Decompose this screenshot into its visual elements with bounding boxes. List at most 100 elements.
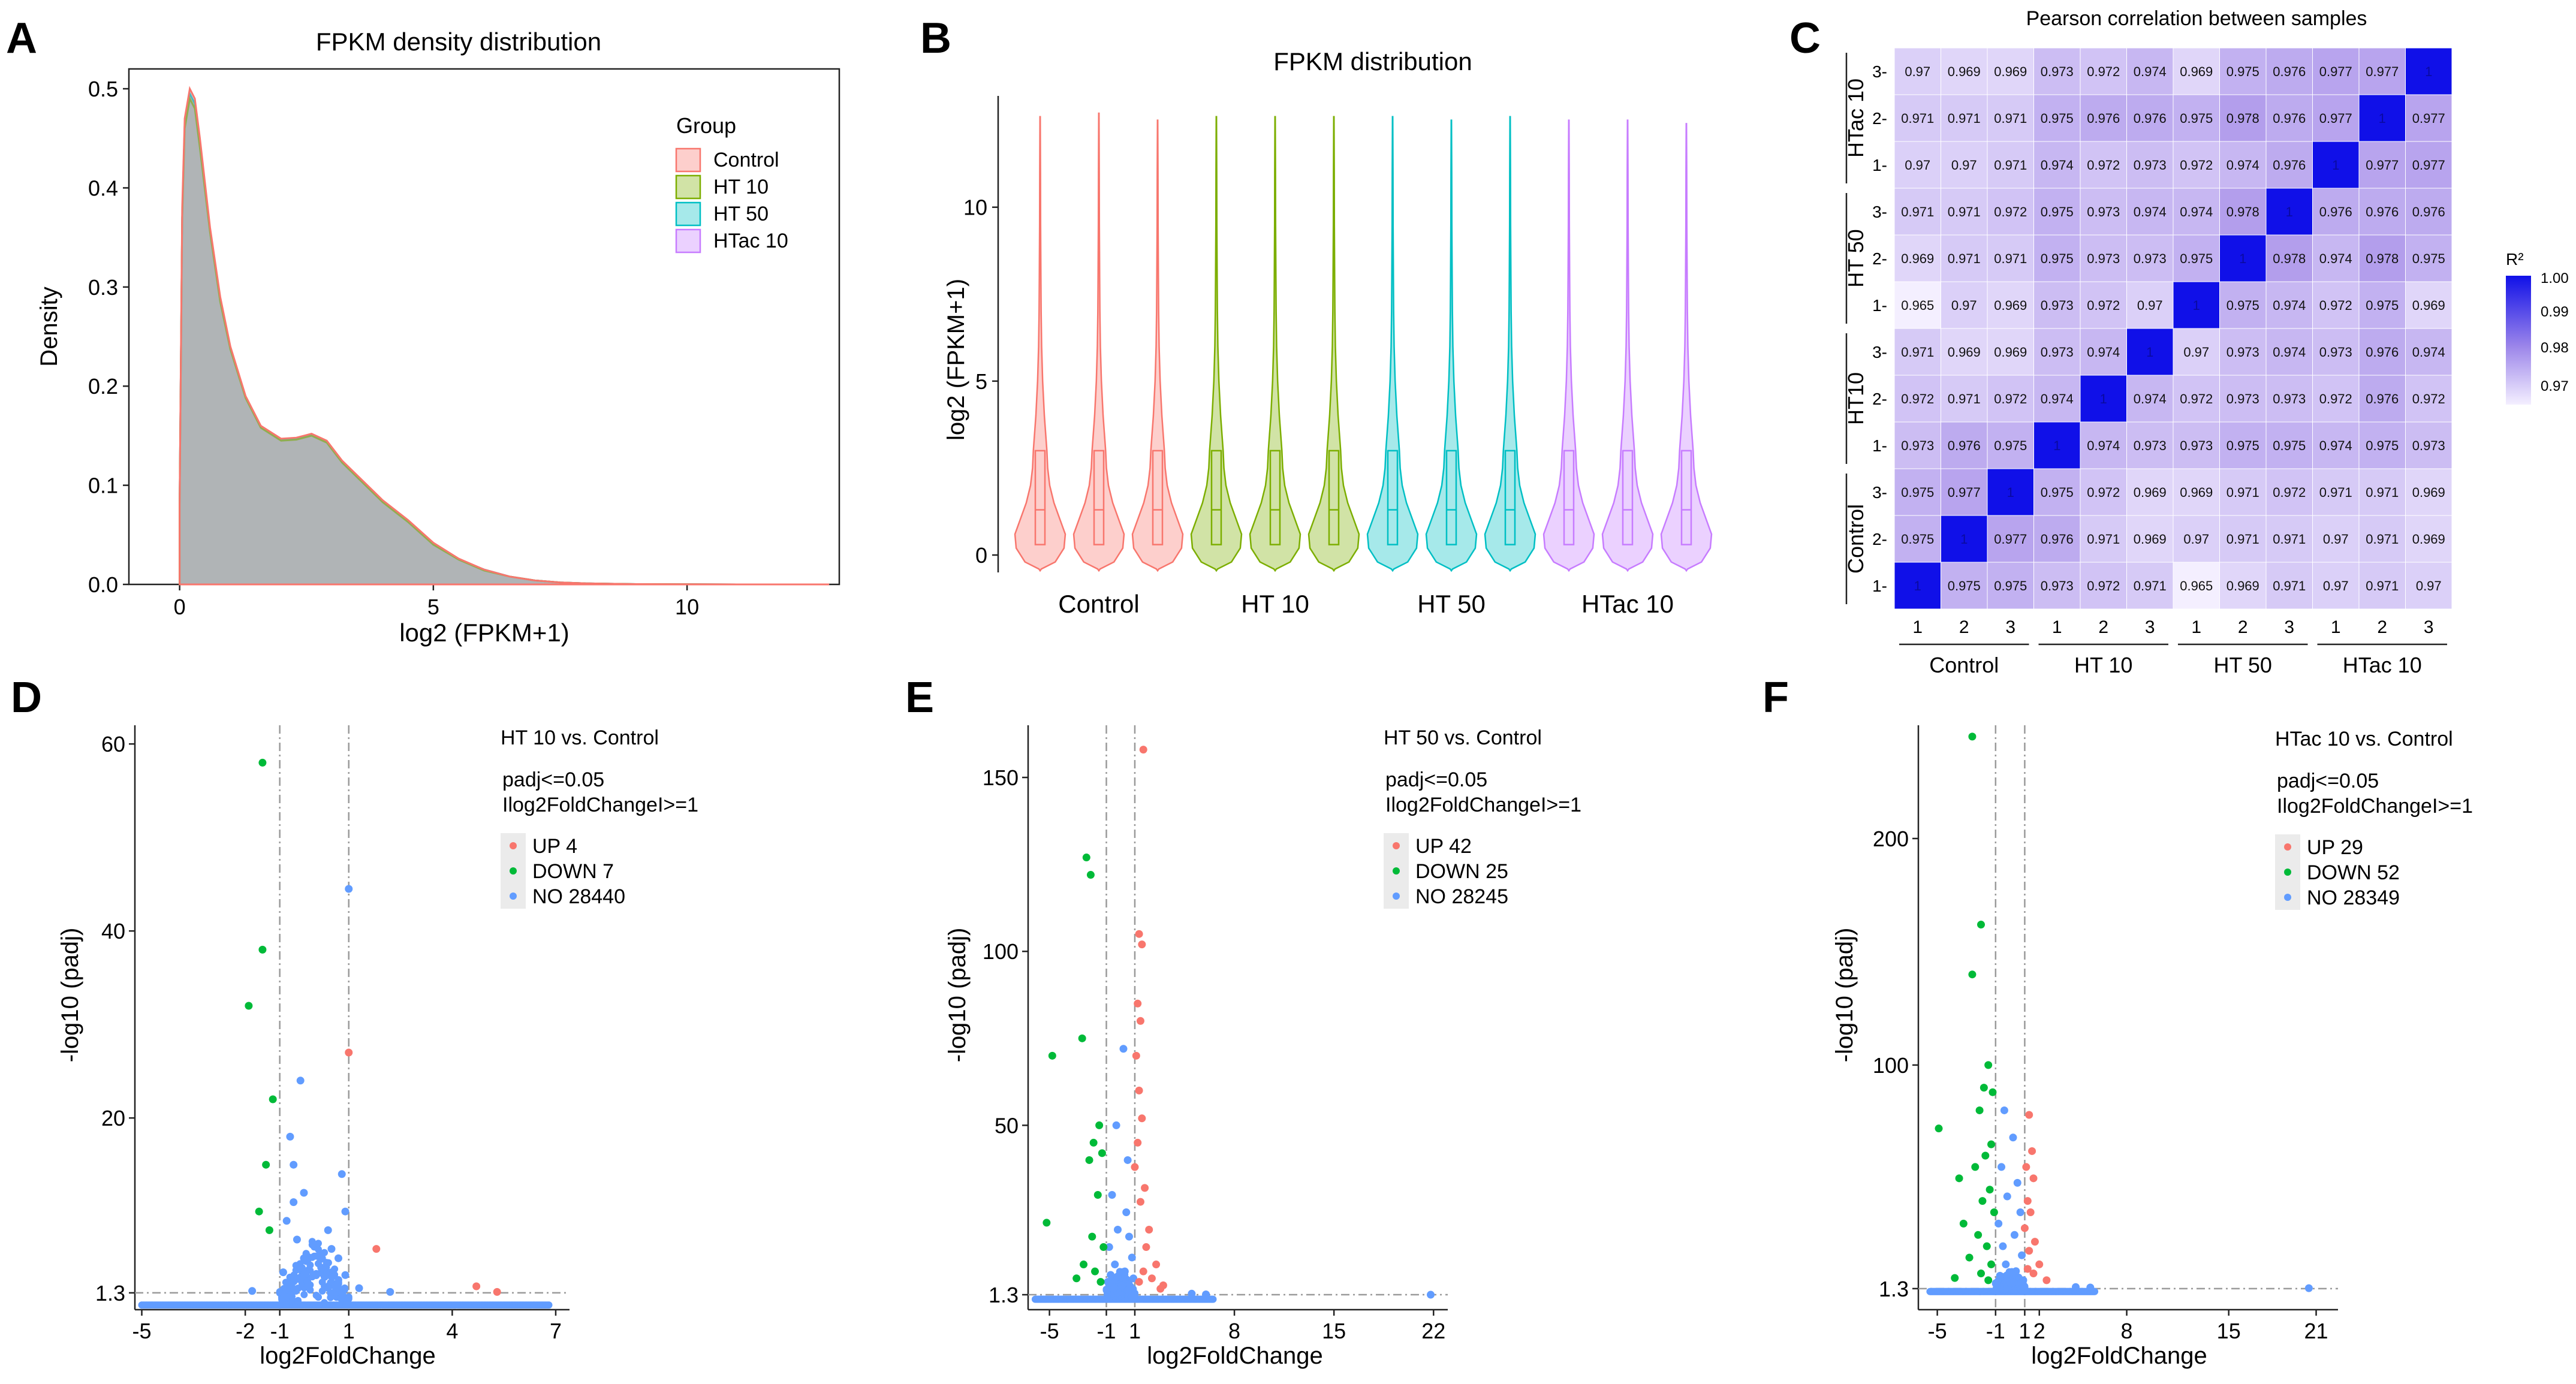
heatmap-cell-value: 0.973 bbox=[2041, 345, 2074, 360]
no-point bbox=[1105, 1243, 1113, 1252]
x-tick-label: 2 bbox=[2033, 1319, 2045, 1343]
column-tick-label: 1 bbox=[2191, 617, 2201, 637]
violin bbox=[1072, 112, 1125, 572]
down-point bbox=[258, 758, 267, 767]
heatmap-cell-value: 0.974 bbox=[2319, 251, 2352, 266]
down-point bbox=[1072, 1274, 1081, 1283]
down-point bbox=[1984, 1276, 1993, 1285]
heatmap-cell-value: 0.973 bbox=[2134, 251, 2167, 266]
no-point bbox=[282, 1286, 291, 1294]
heatmap-cell-value: 0.969 bbox=[1948, 64, 1981, 79]
row-group-label: Control bbox=[1843, 504, 1868, 574]
heatmap-cell-value: 0.972 bbox=[2180, 158, 2213, 173]
heatmap-cell bbox=[1987, 188, 2034, 236]
heatmap-cell bbox=[2265, 328, 2313, 376]
heatmap-cell bbox=[2219, 515, 2267, 563]
heatmap-cell bbox=[2033, 188, 2081, 236]
x-tick-label: 1 bbox=[1129, 1319, 1141, 1343]
down-point bbox=[1935, 1124, 1943, 1133]
no-point bbox=[1188, 1289, 1196, 1298]
heatmap-cell-value: 0.974 bbox=[2273, 298, 2306, 313]
heatmap-cell bbox=[2358, 328, 2406, 376]
no-point bbox=[318, 1287, 326, 1295]
heatmap-cell bbox=[2173, 47, 2220, 95]
colorbar-tick-label: 0.98 bbox=[2541, 340, 2569, 356]
heatmap-cell bbox=[1941, 141, 1988, 189]
up-point bbox=[2030, 1238, 2039, 1246]
x-axis-label: log2FoldChange bbox=[260, 1343, 436, 1369]
legend-no-label: NO 28440 bbox=[532, 885, 625, 908]
y-tick-label: 0.4 bbox=[88, 176, 118, 200]
no-point bbox=[1108, 1190, 1116, 1199]
up-point bbox=[2023, 1265, 2032, 1273]
heatmap-cell-value: 0.97 bbox=[1905, 64, 1930, 79]
heatmap-cell bbox=[2265, 421, 2313, 469]
y-tick-label: 50 bbox=[995, 1113, 1019, 1138]
heatmap-cell-value: 0.972 bbox=[2273, 485, 2306, 500]
y-tick-label: 100 bbox=[983, 939, 1019, 964]
heatmap-cell bbox=[2080, 421, 2127, 469]
heatmap-cell-value: 0.97 bbox=[2183, 532, 2209, 547]
heatmap-cell-value: 1 bbox=[2239, 251, 2246, 266]
heatmap-cell bbox=[2405, 47, 2453, 95]
heatmap-cell-value: 0.972 bbox=[1901, 391, 1934, 406]
no-point bbox=[2013, 1178, 2021, 1187]
heatmap-cell bbox=[1987, 421, 2034, 469]
heatmap-cell bbox=[2033, 281, 2081, 329]
down-point bbox=[1078, 1034, 1086, 1042]
heatmap-cell-value: 0.969 bbox=[1948, 345, 1981, 360]
heatmap-cell-value: 0.969 bbox=[1901, 251, 1934, 266]
row-tick-label: 3- bbox=[1872, 203, 1887, 221]
heatmap-cell bbox=[2126, 94, 2174, 142]
row-tick-label: 3- bbox=[1872, 343, 1887, 361]
heatmap-cell-value: 0.971 bbox=[1948, 391, 1981, 406]
up-point bbox=[472, 1282, 481, 1290]
heatmap-cell bbox=[1987, 141, 2034, 189]
no-point bbox=[300, 1189, 308, 1197]
heatmap-cell bbox=[2312, 281, 2360, 329]
no-point bbox=[1997, 1163, 2006, 1171]
y-tick-label: 0.3 bbox=[88, 275, 118, 300]
row-tick-label: 2- bbox=[1872, 249, 1887, 268]
violin-box bbox=[1210, 450, 1222, 545]
down-point bbox=[1971, 1163, 1980, 1171]
no-point bbox=[1202, 1290, 1210, 1298]
heatmap-cell-value: 0.977 bbox=[2366, 64, 2399, 79]
heatmap-cell bbox=[2033, 562, 2081, 610]
x-tick-label: -2 bbox=[236, 1319, 255, 1343]
heatmap-cell-value: 0.977 bbox=[2412, 111, 2445, 126]
down-point bbox=[1989, 1088, 1997, 1096]
row-group-label: HTac 10 bbox=[1843, 79, 1868, 158]
heatmap-cell bbox=[2173, 234, 2220, 282]
no-point bbox=[1112, 1121, 1120, 1129]
heatmap-cell-value: 0.973 bbox=[2412, 438, 2445, 453]
no-point bbox=[1109, 1285, 1117, 1293]
heatmap-cell-value: 0.977 bbox=[2319, 64, 2352, 79]
legend-title: HTac 10 vs. Control bbox=[2275, 728, 2453, 750]
heatmap-cell bbox=[1894, 421, 1941, 469]
colorbar-tick-label: 0.99 bbox=[2541, 304, 2569, 320]
violin bbox=[1131, 119, 1184, 572]
heatmap-cell bbox=[2126, 421, 2174, 469]
legend-title: HT 50 vs. Control bbox=[1384, 726, 1542, 749]
heatmap-cell-value: 0.976 bbox=[2273, 111, 2306, 126]
heatmap-cell-value: 1 bbox=[1914, 578, 1921, 593]
down-point bbox=[1082, 854, 1090, 862]
heatmap-cell-value: 0.971 bbox=[2273, 532, 2306, 547]
down-point bbox=[1089, 1138, 1098, 1147]
legend-label: HT 10 bbox=[713, 176, 769, 198]
down-point bbox=[1080, 1261, 1088, 1269]
down-point bbox=[262, 1160, 270, 1169]
legend-down-swatch bbox=[510, 867, 517, 875]
up-point bbox=[1136, 1198, 1144, 1206]
legend-no-swatch bbox=[1393, 892, 1400, 900]
legend-up-label: UP 29 bbox=[2307, 836, 2363, 859]
legend-label: Control bbox=[713, 149, 779, 171]
no-point bbox=[1113, 1226, 1122, 1234]
down-point bbox=[1981, 1151, 1990, 1160]
heatmap-cell-value: 0.965 bbox=[1901, 298, 1934, 313]
heatmap-cell-value: 0.97 bbox=[2323, 532, 2349, 547]
no-point bbox=[1104, 1278, 1112, 1286]
column-tick-label: 1 bbox=[1912, 617, 1923, 637]
y-tick-label: 20 bbox=[101, 1106, 125, 1130]
